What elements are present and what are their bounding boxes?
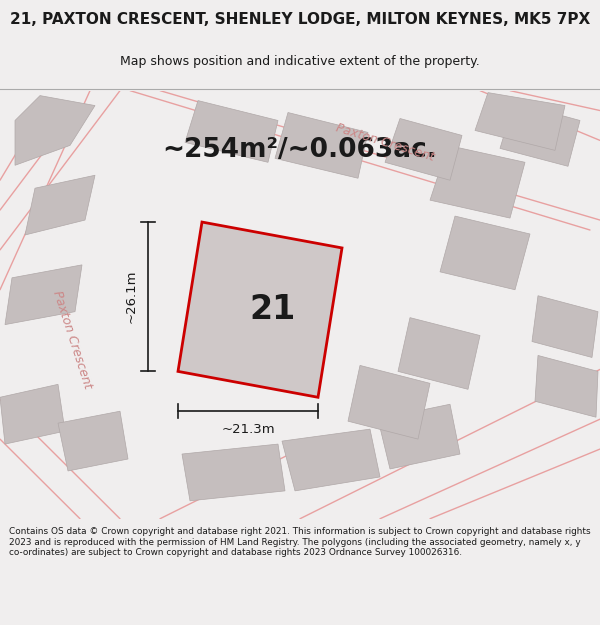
Polygon shape [275, 112, 368, 178]
Polygon shape [500, 102, 580, 166]
Polygon shape [15, 96, 95, 165]
Polygon shape [0, 384, 65, 444]
Polygon shape [182, 444, 285, 501]
Text: ~21.3m: ~21.3m [221, 423, 275, 436]
Polygon shape [398, 318, 480, 389]
Text: ~254m²/~0.063ac.: ~254m²/~0.063ac. [163, 138, 437, 163]
Polygon shape [535, 356, 598, 418]
Text: Contains OS data © Crown copyright and database right 2021. This information is : Contains OS data © Crown copyright and d… [9, 528, 590, 557]
Text: Paxton Crescent: Paxton Crescent [334, 121, 436, 164]
Polygon shape [532, 296, 598, 358]
Text: Map shows position and indicative extent of the property.: Map shows position and indicative extent… [120, 55, 480, 68]
Polygon shape [440, 216, 530, 290]
Text: 21, PAXTON CRESCENT, SHENLEY LODGE, MILTON KEYNES, MK5 7PX: 21, PAXTON CRESCENT, SHENLEY LODGE, MILT… [10, 12, 590, 28]
Polygon shape [185, 101, 278, 162]
Text: Paxton Crescent: Paxton Crescent [50, 289, 94, 390]
Text: 21: 21 [249, 293, 295, 326]
Polygon shape [430, 146, 525, 218]
Text: ~26.1m: ~26.1m [125, 270, 138, 324]
Polygon shape [282, 429, 380, 491]
Polygon shape [58, 411, 128, 471]
Polygon shape [25, 175, 95, 235]
Polygon shape [348, 366, 430, 439]
Polygon shape [475, 92, 565, 151]
Polygon shape [5, 265, 82, 324]
Polygon shape [378, 404, 460, 469]
Polygon shape [178, 222, 342, 398]
Polygon shape [385, 119, 462, 180]
